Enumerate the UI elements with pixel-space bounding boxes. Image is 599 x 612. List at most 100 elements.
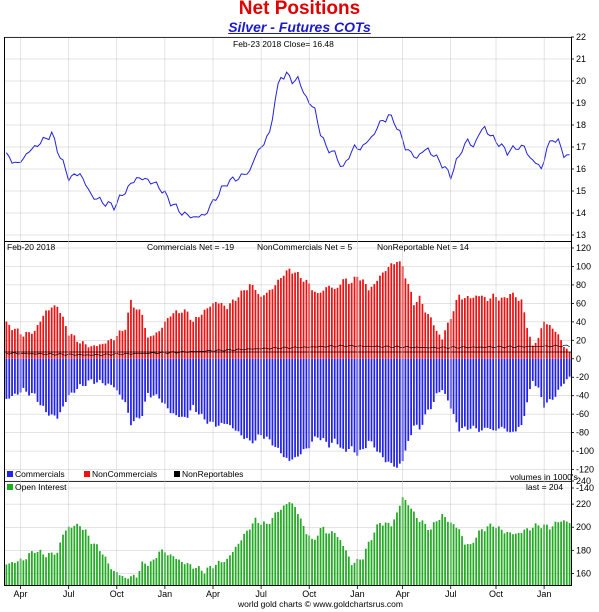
commercials-bar [76,358,79,389]
open-interest-bar [33,553,36,585]
noncommercials-bar [251,284,254,359]
commercials-bar [390,358,393,463]
commercials-bar [370,358,373,442]
open-interest-bar [31,551,33,585]
noncommercials-bar [509,293,512,359]
open-interest-bar [534,523,537,585]
open-interest-bar [407,505,410,585]
open-interest-bar [90,543,93,585]
commercials-bar [73,358,76,393]
open-interest-bar [294,507,296,585]
noncommercials-bar [147,337,149,359]
commercials-bar [520,358,523,426]
open-interest-bar [248,529,251,585]
chart-subtitle[interactable]: Silver - Futures COTs [228,19,371,35]
oi-tick-label: 220 [576,499,591,509]
commercials-bar [314,358,316,437]
commercials-bar [517,358,520,427]
open-interest-bar [305,534,308,585]
open-interest-bar [568,523,571,585]
x-tick-label: Oct [489,589,504,599]
noncommercials-bar [197,317,200,359]
open-interest-bar [234,546,237,585]
commercials-bar [183,358,186,417]
commercials-bar [200,358,203,414]
commercials-bar [342,358,345,449]
commercials-bar [64,358,67,402]
noncommercials-bar [319,292,322,359]
footer-credit: world gold charts © www.goldchartsrus.co… [237,599,403,609]
open-interest-bar [537,525,540,585]
open-interest-bar [64,530,67,585]
noncommercials-bar [427,314,429,359]
noncommercials-bar [183,309,186,359]
noncommercials-bar [226,309,229,359]
open-interest-bar [350,565,353,585]
open-interest-bar [240,540,243,585]
noncommercials-bar [424,312,427,359]
open-interest-bar [523,529,526,585]
open-interest-bar [469,544,472,585]
commercials-bar [427,358,429,410]
x-tick-label: Jan [350,589,365,599]
open-interest-bar [101,554,104,585]
open-interest-bar [144,563,146,585]
open-interest-bar [161,549,163,585]
commercials-bar [367,358,370,441]
noncommercials-bar [342,279,345,359]
cot-tick-label: -40 [576,391,589,401]
noncommercials-bar [5,321,8,359]
open-interest-bar [229,555,231,585]
open-interest-bar [336,537,339,585]
commercials-bar [350,358,353,447]
commercials-bar [563,358,565,384]
commercials-bar [546,358,548,403]
x-tick-label: Oct [302,589,317,599]
open-interest-bar [390,526,393,585]
open-interest-bar [243,533,246,585]
oi-last-label: last = 204 [526,482,563,492]
commercials-bar [444,358,446,394]
open-interest-bar [384,522,387,585]
commercials-bar [523,358,526,417]
cot-bars [5,261,571,468]
noncommercials-bar [407,284,410,359]
open-interest-bar [87,535,90,585]
noncommercials-bar [90,346,93,359]
open-interest-bar [458,529,461,585]
commercials-bar [464,358,466,427]
oi-panel-frame [4,481,572,586]
open-interest-bar [203,573,206,585]
commercials-bar [339,358,342,448]
commercials-bar [568,358,571,377]
open-interest-bar [554,521,557,585]
cot-tick-label: 0 [576,354,581,364]
noncommercials-bar [302,281,305,359]
open-interest-bar [551,526,554,585]
commercials-bar [169,358,172,414]
x-tick-label: Jul [255,589,267,599]
commercials-bar [161,358,163,403]
open-interest-bar [364,548,367,585]
open-interest-bar [5,564,8,585]
open-interest-bar [206,567,209,585]
commercials-bar [178,358,180,418]
noncommercials-bar [469,298,472,359]
noncommercials-bar [240,290,243,359]
noncommercials-bar [28,332,30,359]
commercials-bar [121,358,124,400]
noncommercials-bar [444,330,446,359]
x-tick-label: Jan [537,589,552,599]
commercials-bar [478,358,480,432]
noncommercials-bar [195,316,197,359]
open-interest-bar [8,563,11,585]
commercials-bar [483,358,486,428]
commercials-bar [203,358,206,420]
open-interest-bar [492,526,495,585]
noncommercials-bar [42,315,45,359]
commercials-bar [294,358,296,458]
oi-y-axis: 160 180 200 220 240 [571,476,591,578]
commercials-bar [59,358,62,413]
noncommercials-bar [107,340,110,359]
